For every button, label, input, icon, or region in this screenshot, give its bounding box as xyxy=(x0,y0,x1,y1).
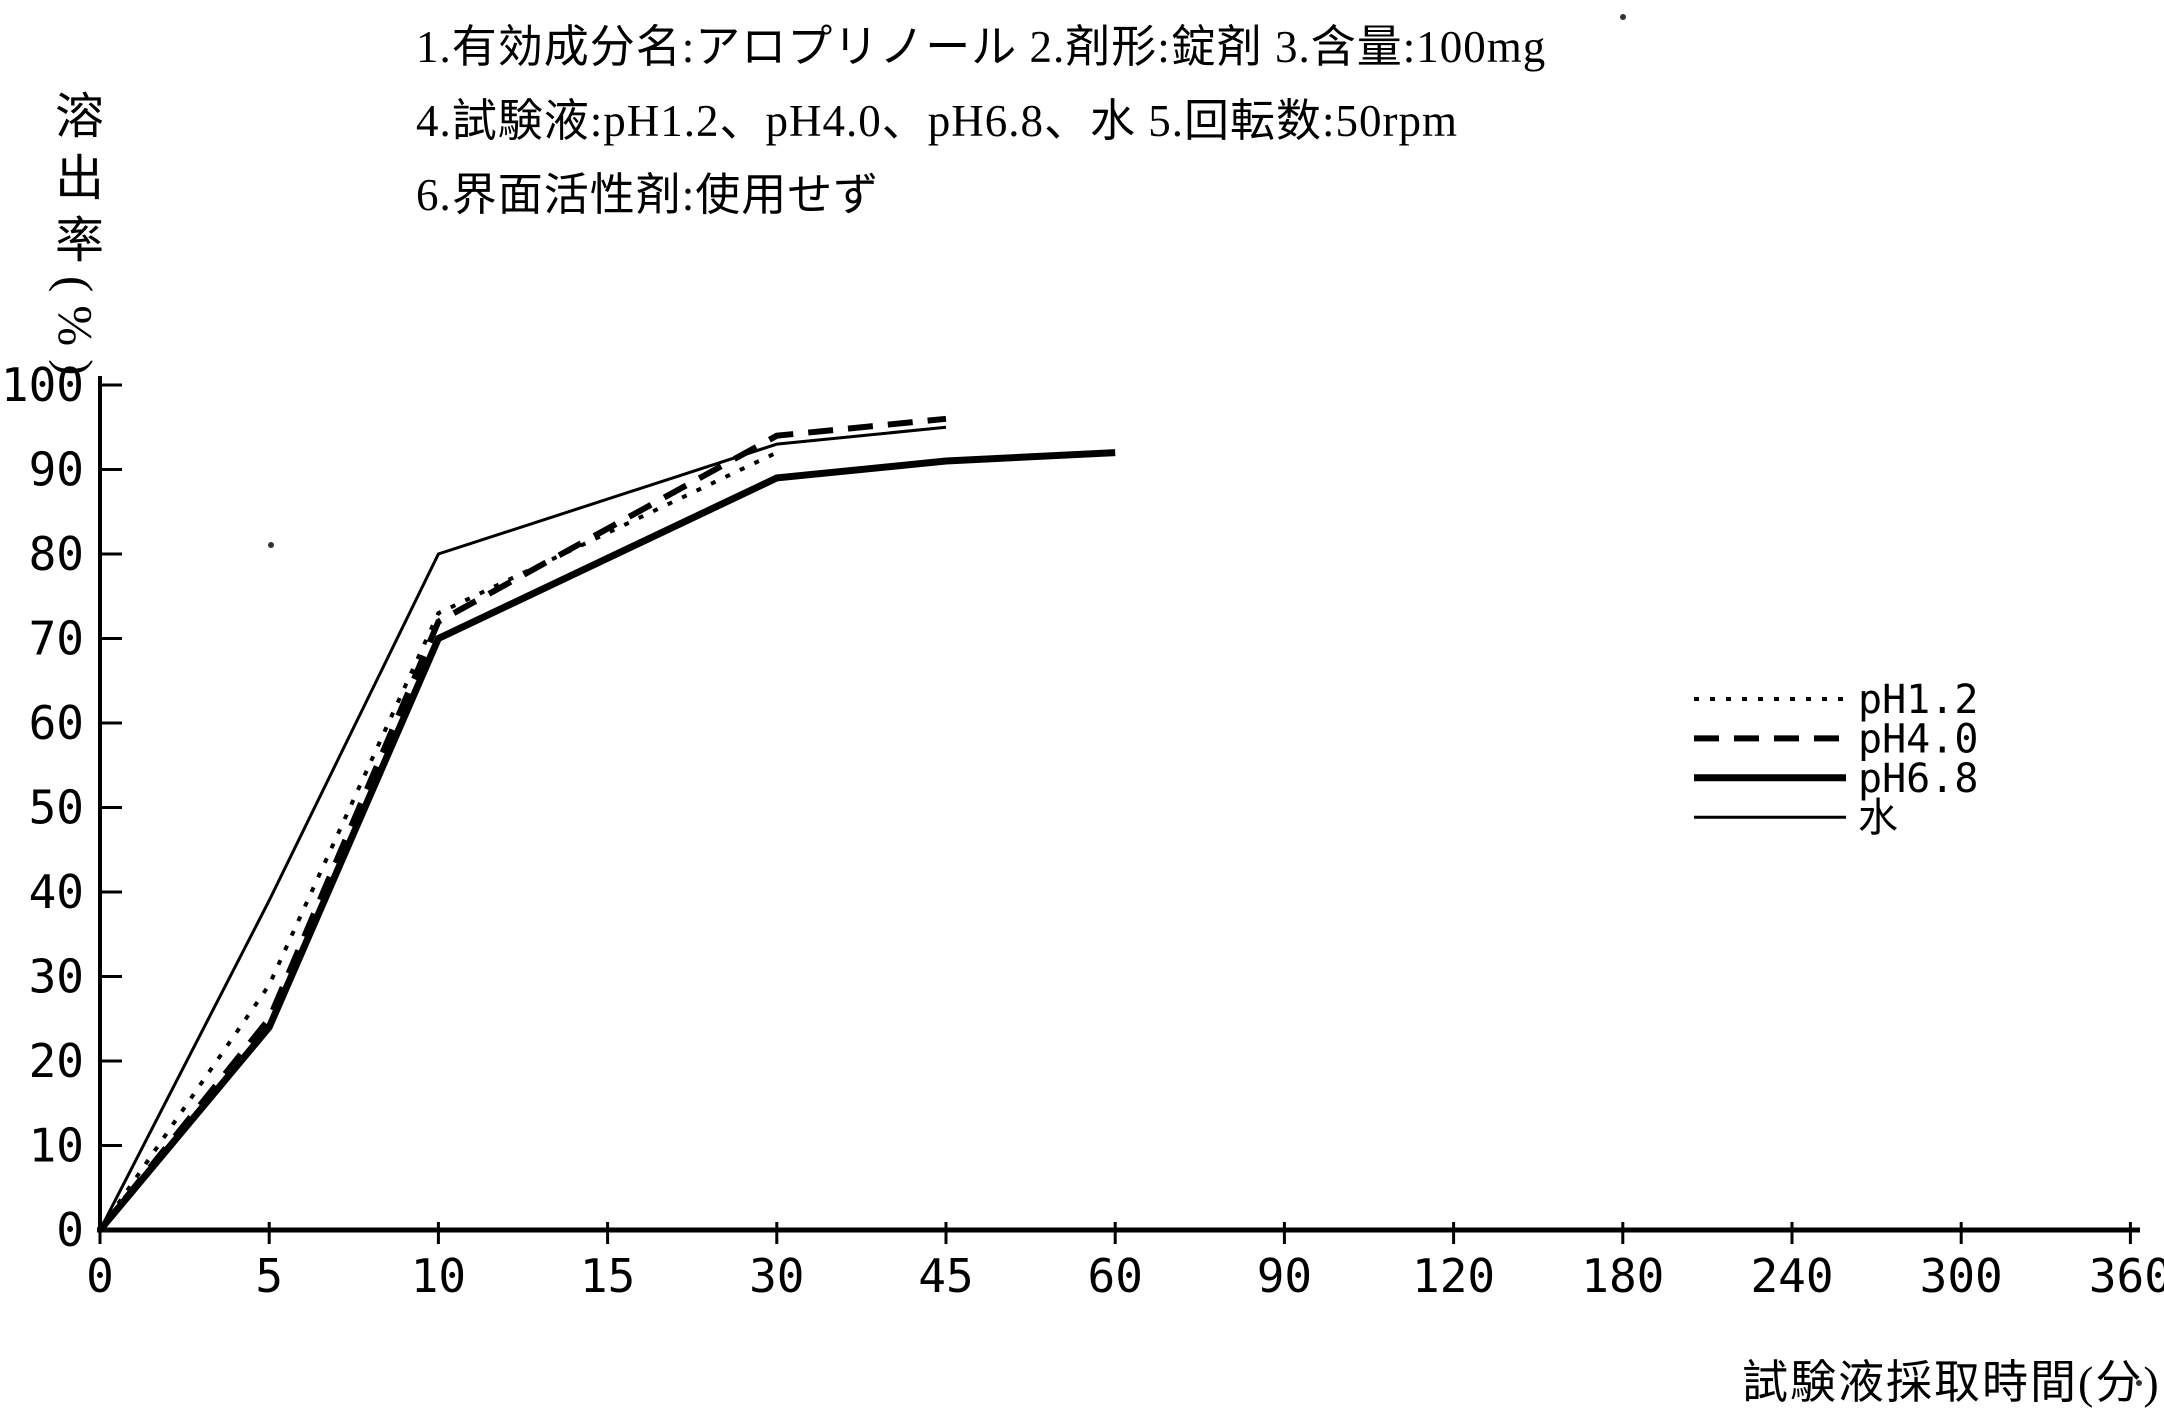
y-tick-label: 80 xyxy=(29,527,84,581)
scan-speck xyxy=(2136,1380,2142,1386)
y-tick-label: 60 xyxy=(29,696,84,750)
legend-label-pH6.8: pH6.8 xyxy=(1858,756,1978,802)
x-tick-label: 120 xyxy=(1412,1249,1495,1303)
scan-speck xyxy=(1620,14,1626,20)
condition-line-2: 4.試験液:pH1.2、pH4.0、pH6.8、水 5.回転数:50rpm xyxy=(416,96,1458,146)
y-tick-label: 40 xyxy=(29,865,84,919)
x-tick-label: 45 xyxy=(918,1249,973,1303)
series-pH4.0 xyxy=(97,415,947,1232)
x-tick-label: 5 xyxy=(255,1249,283,1303)
x-tick-label: 15 xyxy=(580,1249,635,1303)
y-tick-label: 20 xyxy=(29,1034,84,1088)
x-tick-label: 360 xyxy=(2089,1249,2164,1303)
series-水 xyxy=(98,425,947,1231)
x-tick-label: 60 xyxy=(1088,1249,1143,1303)
y-tick-label: 50 xyxy=(29,781,84,835)
test-conditions-block: 1.有効成分名:アロプリノール 2.剤形:錠剤 3.含量:100mg 4.試験液… xyxy=(416,10,1546,232)
x-tick-label: 10 xyxy=(411,1249,466,1303)
y-tick-label: 10 xyxy=(29,1119,84,1173)
y-tick-label: 70 xyxy=(29,612,84,666)
y-tick-label: 0 xyxy=(56,1203,84,1257)
y-tick-label: 100 xyxy=(1,358,84,412)
condition-line-1: 1.有効成分名:アロプリノール 2.剤形:錠剤 3.含量:100mg xyxy=(416,22,1547,72)
x-tick-label: 0 xyxy=(86,1249,114,1303)
scan-speck xyxy=(268,542,274,548)
series-pH1.2 xyxy=(98,450,778,1232)
legend-label-水: 水 xyxy=(1858,795,1898,841)
x-tick-label: 30 xyxy=(749,1249,804,1303)
series-pH6.8 xyxy=(97,449,1116,1233)
x-tick-label: 180 xyxy=(1581,1249,1664,1303)
x-tick-label: 90 xyxy=(1257,1249,1312,1303)
legend-label-pH4.0: pH4.0 xyxy=(1858,716,1978,762)
x-tick-label: 300 xyxy=(1920,1249,2003,1303)
x-axis-title: 試験液採取時間(分) xyxy=(1742,1357,2161,1408)
y-tick-label: 90 xyxy=(29,443,84,497)
x-tick-label: 240 xyxy=(1750,1249,1833,1303)
y-axis-title: 溶出率(%) xyxy=(48,90,103,389)
legend-label-pH1.2: pH1.2 xyxy=(1858,677,1978,723)
y-tick-label: 30 xyxy=(29,950,84,1004)
condition-line-3: 6.界面活性剤:使用せず xyxy=(416,170,880,220)
